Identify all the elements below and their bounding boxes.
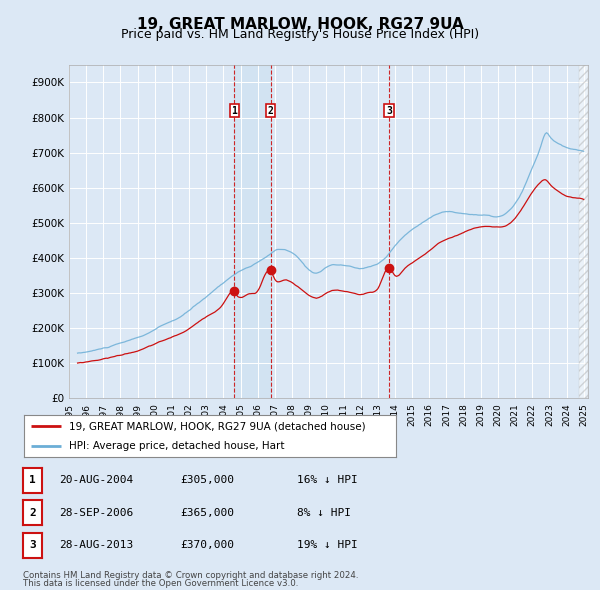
- Text: £365,000: £365,000: [180, 508, 234, 517]
- Text: HPI: Average price, detached house, Hart: HPI: Average price, detached house, Hart: [68, 441, 284, 451]
- Text: 1: 1: [232, 106, 238, 116]
- Text: Contains HM Land Registry data © Crown copyright and database right 2024.: Contains HM Land Registry data © Crown c…: [23, 571, 358, 580]
- Text: Price paid vs. HM Land Registry's House Price Index (HPI): Price paid vs. HM Land Registry's House …: [121, 28, 479, 41]
- Text: This data is licensed under the Open Government Licence v3.0.: This data is licensed under the Open Gov…: [23, 579, 298, 588]
- Text: £305,000: £305,000: [180, 476, 234, 485]
- Text: 3: 3: [386, 106, 392, 116]
- Text: 3: 3: [29, 540, 36, 550]
- Text: £370,000: £370,000: [180, 540, 234, 550]
- Text: 8% ↓ HPI: 8% ↓ HPI: [297, 508, 351, 517]
- Text: 2: 2: [268, 106, 274, 116]
- Bar: [235, 65, 271, 398]
- Text: 19, GREAT MARLOW, HOOK, RG27 9UA: 19, GREAT MARLOW, HOOK, RG27 9UA: [137, 17, 463, 31]
- Polygon shape: [580, 65, 588, 398]
- Text: 28-AUG-2013: 28-AUG-2013: [59, 540, 133, 550]
- Bar: [580, 65, 588, 398]
- Text: 19% ↓ HPI: 19% ↓ HPI: [297, 540, 358, 550]
- Text: 19, GREAT MARLOW, HOOK, RG27 9UA (detached house): 19, GREAT MARLOW, HOOK, RG27 9UA (detach…: [68, 421, 365, 431]
- Text: 1: 1: [29, 476, 36, 485]
- Text: 28-SEP-2006: 28-SEP-2006: [59, 508, 133, 517]
- Text: 16% ↓ HPI: 16% ↓ HPI: [297, 476, 358, 485]
- Text: 2: 2: [29, 508, 36, 517]
- Text: 20-AUG-2004: 20-AUG-2004: [59, 476, 133, 485]
